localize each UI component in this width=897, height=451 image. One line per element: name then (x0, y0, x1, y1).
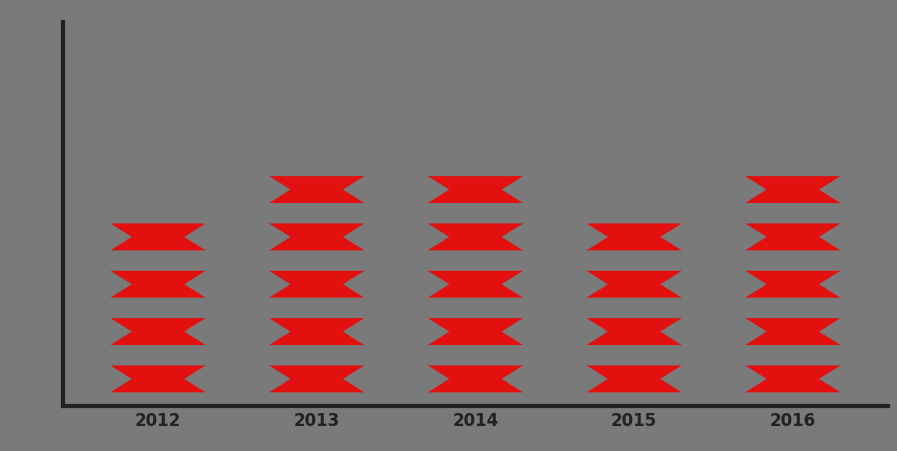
Polygon shape (110, 271, 205, 298)
Polygon shape (110, 224, 205, 251)
Polygon shape (428, 271, 523, 298)
Polygon shape (745, 177, 840, 203)
Polygon shape (110, 366, 205, 392)
Polygon shape (745, 271, 840, 298)
Polygon shape (745, 366, 840, 392)
Polygon shape (428, 318, 523, 345)
Polygon shape (587, 318, 682, 345)
Polygon shape (269, 366, 364, 392)
Polygon shape (587, 271, 682, 298)
Polygon shape (428, 224, 523, 251)
Polygon shape (587, 366, 682, 392)
Polygon shape (428, 177, 523, 203)
Polygon shape (269, 177, 364, 203)
Polygon shape (745, 224, 840, 251)
Polygon shape (269, 271, 364, 298)
Polygon shape (745, 318, 840, 345)
Polygon shape (587, 224, 682, 251)
Polygon shape (269, 224, 364, 251)
Polygon shape (110, 318, 205, 345)
Polygon shape (428, 366, 523, 392)
Polygon shape (269, 318, 364, 345)
